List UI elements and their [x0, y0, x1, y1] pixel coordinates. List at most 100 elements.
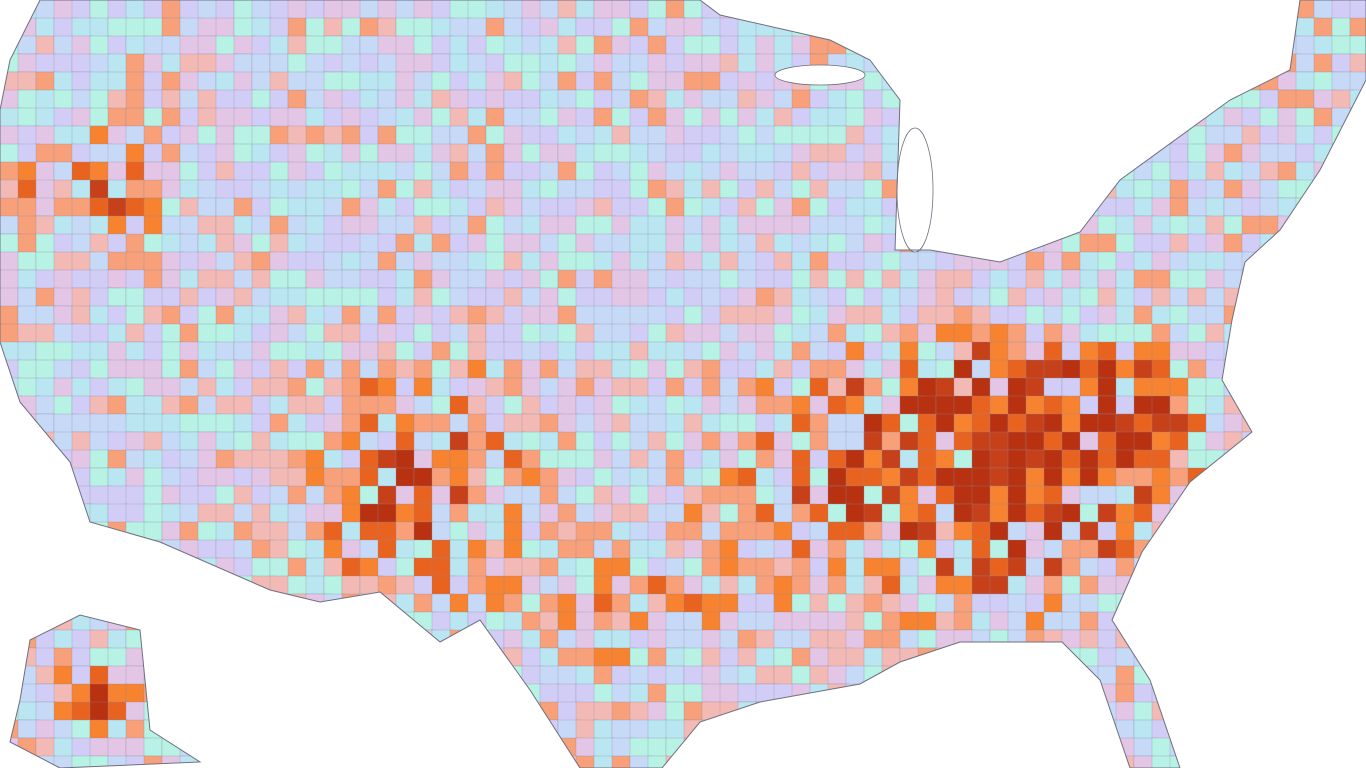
- county-region: [179, 467, 199, 489]
- county-region: [989, 431, 1012, 453]
- county-region: [989, 647, 1013, 670]
- county-region: [197, 683, 222, 705]
- county-region: [1169, 647, 1189, 669]
- county-region: [1061, 143, 1081, 164]
- county-region: [53, 683, 73, 705]
- county-region: [1115, 35, 1137, 56]
- county-region: [125, 179, 145, 200]
- county-region: [467, 521, 489, 543]
- county-region: [125, 557, 145, 577]
- county-region: [899, 665, 919, 687]
- county-region: [557, 0, 579, 19]
- county-region: [1295, 323, 1315, 348]
- county-region: [701, 719, 723, 740]
- county-region: [1295, 269, 1315, 294]
- county-region: [539, 269, 559, 290]
- county-region: [755, 0, 777, 24]
- county-region: [1277, 539, 1298, 559]
- county-region: [179, 719, 202, 740]
- county-region: [1025, 377, 1045, 398]
- county-region: [1259, 305, 1283, 330]
- county-region: [1223, 377, 1243, 397]
- county-region: [881, 647, 901, 670]
- county-region: [1079, 701, 1100, 723]
- county-region: [989, 53, 1012, 75]
- county-region: [323, 53, 345, 73]
- county-region: [1169, 89, 1194, 113]
- county-region: [881, 35, 901, 55]
- county-region: [1349, 233, 1366, 254]
- county-region: [935, 647, 955, 672]
- county-region: [917, 701, 937, 721]
- county-region: [701, 539, 721, 560]
- county-region: [809, 755, 831, 768]
- county-region: [1241, 557, 1263, 581]
- county-region: [539, 89, 562, 112]
- county-region: [1025, 107, 1050, 127]
- county-region: [17, 611, 40, 634]
- county-region: [143, 539, 164, 561]
- county-region: [719, 719, 744, 740]
- county-region: [1187, 305, 1208, 327]
- county-region: [1295, 53, 1317, 73]
- county-region: [701, 683, 723, 703]
- county-region: [1097, 125, 1120, 146]
- county-region: [0, 413, 20, 438]
- county-region: [881, 89, 901, 112]
- county-region: [593, 737, 616, 758]
- county-region: [1259, 539, 1282, 560]
- county-region: [1313, 71, 1335, 94]
- county-region: [1025, 215, 1048, 239]
- county-region: [1187, 683, 1211, 707]
- county-region: [1241, 485, 1265, 508]
- county-region: [1349, 305, 1366, 326]
- county-region: [431, 161, 453, 182]
- county-region: [431, 755, 455, 768]
- county-region: [1169, 251, 1192, 273]
- county-region: [1223, 755, 1244, 768]
- county-region: [1187, 35, 1211, 56]
- county-region: [1187, 0, 1209, 21]
- county-region: [809, 305, 832, 325]
- county-region: [125, 647, 149, 667]
- county-region: [971, 107, 993, 131]
- county-region: [1223, 53, 1244, 78]
- county-region: [1205, 485, 1225, 508]
- county-region: [575, 17, 595, 37]
- county-region: [1115, 485, 1136, 506]
- county-region: [1007, 287, 1028, 307]
- county-region: [125, 683, 145, 706]
- county-region: [503, 575, 524, 597]
- county-region: [35, 575, 58, 599]
- county-region: [197, 287, 217, 308]
- county-region: [1295, 539, 1319, 559]
- county-region: [935, 161, 958, 182]
- county-region: [1043, 107, 1063, 128]
- county-region: [341, 35, 361, 56]
- county-region: [197, 593, 218, 616]
- county-region: [647, 683, 668, 706]
- county-region: [1241, 179, 1264, 199]
- county-region: [269, 287, 291, 308]
- county-region: [503, 35, 525, 58]
- county-region: [575, 0, 595, 19]
- county-region: [71, 647, 91, 667]
- county-region: [125, 719, 147, 742]
- county-region: [1079, 539, 1102, 559]
- county-region: [485, 647, 505, 668]
- county-region: [1331, 611, 1351, 636]
- county-region: [287, 611, 309, 631]
- county-region: [935, 503, 955, 525]
- county-region: [1133, 359, 1154, 380]
- county-region: [341, 503, 362, 526]
- county-region: [161, 485, 181, 505]
- county-region: [1277, 305, 1299, 327]
- county-region: [341, 449, 362, 469]
- county-region: [1223, 683, 1246, 705]
- county-region: [737, 125, 757, 146]
- county-region: [287, 629, 307, 649]
- county-region: [233, 683, 257, 703]
- county-region: [215, 755, 236, 768]
- county-region: [71, 755, 94, 768]
- county-region: [899, 521, 921, 544]
